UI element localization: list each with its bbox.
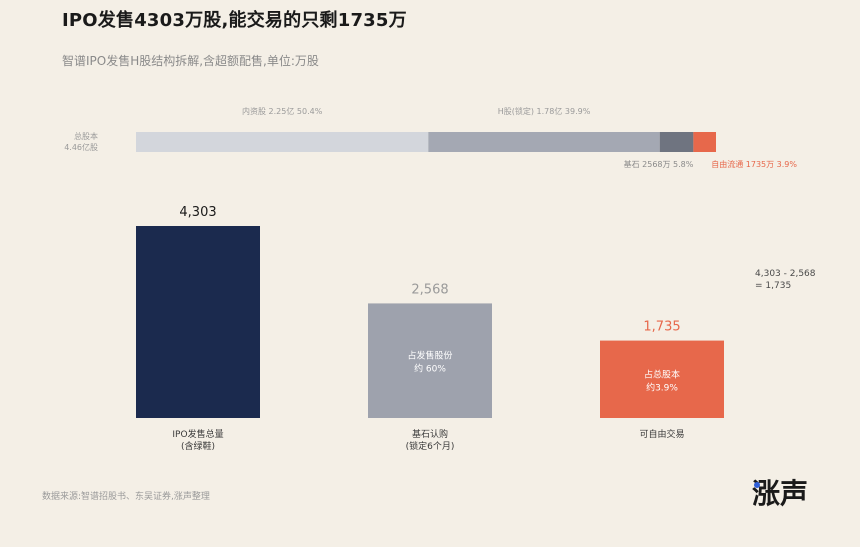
stacked-bar-category-label: 总股本 4.46亿股 xyxy=(64,131,98,152)
bar-category-label-2: 基石认购(锁定6个月) xyxy=(406,428,455,452)
stacked-segment-label-4: 自由流通 1735万 3.9% xyxy=(711,159,797,169)
bar-annotation-3: 占总股本约3.9% xyxy=(644,368,680,393)
stacked-segment-label-1: 内资股 2.25亿 50.4% xyxy=(242,106,323,116)
chart-title: IPO发售4303万股,能交易的只剩1735万 xyxy=(62,10,407,31)
bar-value-label-3: 1,735 xyxy=(643,320,680,335)
bar-value-label-2: 2,568 xyxy=(411,282,448,297)
brand-logo-text: 涨声 xyxy=(752,477,809,510)
stacked-segment-3 xyxy=(659,132,694,152)
stacked-segment-label-3: 基石 2568万 5.8% xyxy=(624,159,694,169)
bar-annotation-2: 占发售股份约 60% xyxy=(407,350,452,375)
stacked-segment-1 xyxy=(136,132,429,152)
bar-category-label-3: 可自由交易 xyxy=(639,428,684,440)
brand-logo-dot xyxy=(754,482,760,488)
bar-2 xyxy=(368,303,492,418)
bar-category-label-1: IPO发售总量(含绿鞋) xyxy=(172,428,223,452)
bar-value-label-1: 4,303 xyxy=(179,205,216,220)
bar-1 xyxy=(136,226,260,418)
brand-logo: 涨声 xyxy=(752,476,822,516)
stacked-segment-2 xyxy=(428,132,660,152)
bar-3 xyxy=(600,340,724,418)
side-note-calculation: 4,303 - 2,568 = 1,735 xyxy=(755,269,816,291)
chart-subtitle: 智谱IPO发售H股结构拆解,含超额配售,单位:万股 xyxy=(62,54,319,68)
data-source-note: 数据来源:智谱招股书、东吴证券,涨声整理 xyxy=(42,492,210,502)
stacked-segment-4 xyxy=(693,132,716,152)
stacked-segment-label-2: H股(锁定) 1.78亿 39.9% xyxy=(498,106,591,116)
